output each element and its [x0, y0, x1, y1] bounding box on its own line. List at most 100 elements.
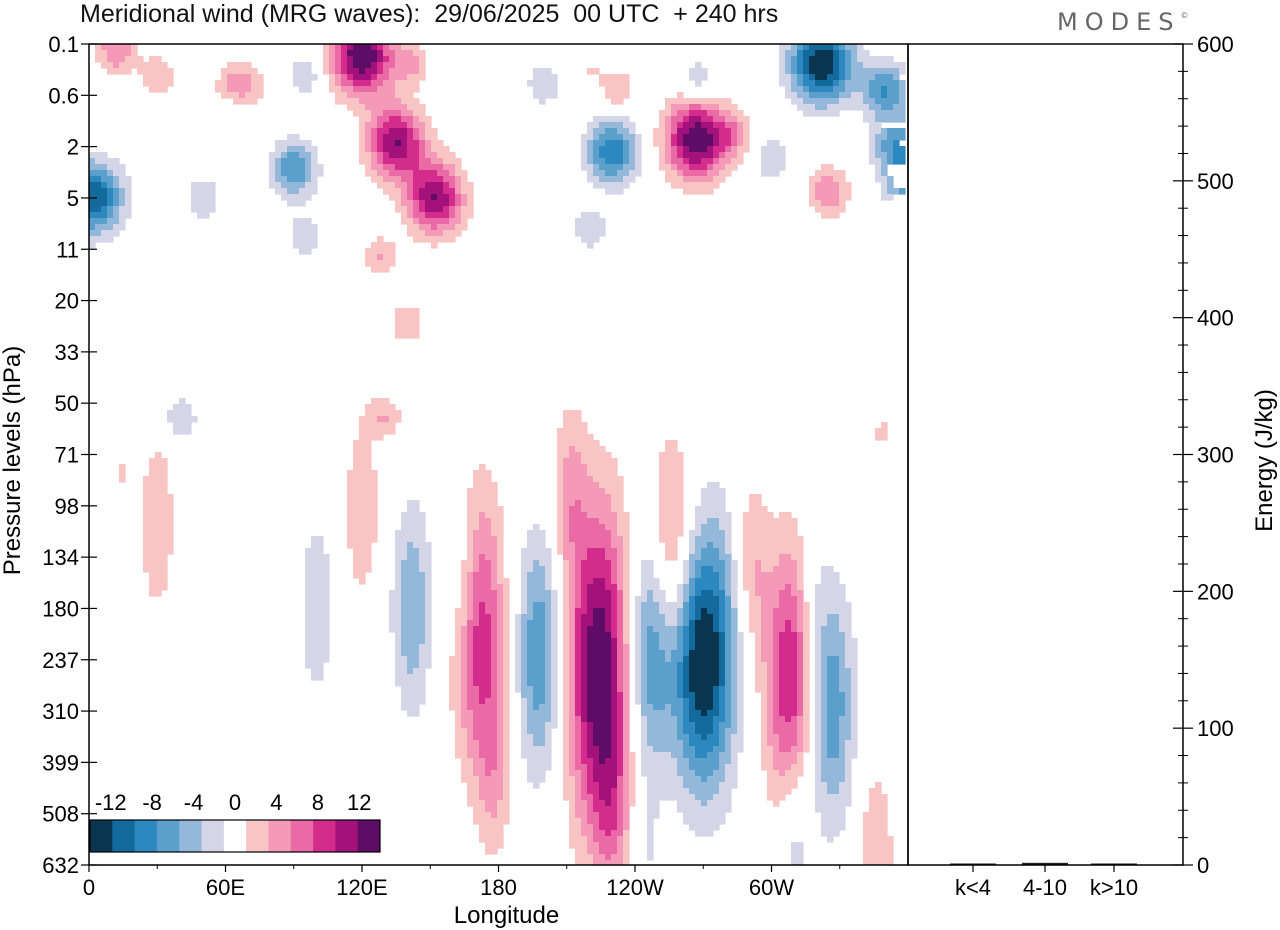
heatmap-cell — [761, 746, 774, 753]
heatmap-cell — [827, 668, 840, 675]
heatmap-cell — [413, 236, 456, 243]
heatmap-cell — [419, 128, 426, 135]
heatmap-cell — [617, 824, 624, 831]
heatmap-cell — [497, 692, 504, 699]
heatmap-cell — [623, 164, 636, 171]
heatmap-cell — [569, 578, 576, 585]
heatmap-cell — [809, 92, 840, 99]
heatmap-cell — [521, 602, 528, 609]
heatmap-cell — [623, 800, 630, 807]
heatmap-cell — [761, 734, 768, 741]
heatmap-cell — [107, 50, 132, 57]
heatmap-cell — [761, 608, 774, 615]
heatmap-cell — [749, 500, 762, 507]
heatmap-cell — [815, 650, 822, 657]
heatmap-cell — [593, 800, 606, 807]
heatmap-cell — [467, 650, 474, 657]
heatmap-cell — [419, 224, 432, 231]
heatmap-cell — [611, 674, 618, 681]
heatmap-cell — [467, 668, 474, 675]
heatmap-cell — [293, 74, 318, 81]
heatmap-cell — [683, 650, 690, 657]
heatmap-cell — [329, 86, 342, 93]
heatmap-cell — [575, 548, 588, 555]
heatmap-cell — [851, 728, 858, 735]
heatmap-cell — [641, 680, 648, 687]
heatmap-cell — [599, 146, 624, 153]
heatmap-cell — [503, 746, 510, 753]
heatmap-cell — [803, 638, 810, 645]
heatmap-cell — [569, 632, 576, 639]
heatmap-cell — [719, 140, 732, 147]
heatmap-cell — [443, 158, 462, 165]
heatmap-cell — [497, 710, 504, 717]
heatmap-cell — [809, 176, 822, 183]
heatmap-cell — [467, 194, 474, 201]
heatmap-cell — [683, 596, 690, 603]
heatmap-cell — [593, 728, 612, 735]
heatmap-cell — [761, 692, 768, 699]
heatmap-cell — [569, 770, 582, 777]
heatmap-cell — [545, 620, 552, 627]
heatmap-cell — [641, 566, 654, 573]
heatmap-cell — [533, 608, 546, 615]
heatmap-cell — [467, 518, 480, 525]
heatmap-cell — [605, 188, 624, 195]
heatmap-cell — [401, 614, 426, 621]
heatmap-cell — [683, 626, 690, 633]
heatmap-cell — [797, 674, 804, 681]
heatmap-cell — [791, 554, 804, 561]
heatmap-cell — [569, 806, 576, 813]
heatmap-cell — [641, 740, 648, 747]
heatmap-cell — [845, 68, 852, 75]
y-tick-label: 134 — [42, 545, 79, 570]
heatmap-cell — [695, 602, 720, 609]
heatmap-cell — [683, 146, 690, 153]
heatmap-cell — [575, 608, 588, 615]
heatmap-cell — [473, 650, 492, 657]
heatmap-cell — [869, 134, 876, 141]
heatmap-cell — [581, 710, 588, 717]
heatmap-cell — [569, 638, 576, 645]
heatmap-cell — [491, 638, 498, 645]
heatmap-cell — [761, 704, 768, 711]
heatmap-cell — [635, 608, 642, 615]
heatmap-cell — [89, 176, 102, 183]
heatmap-cell — [809, 68, 834, 75]
heatmap-cell — [467, 596, 474, 603]
heatmap-cell — [797, 614, 804, 621]
heatmap-cell — [719, 596, 726, 603]
heatmap-cell — [689, 572, 696, 579]
heatmap-cell — [713, 794, 732, 801]
heatmap-cell — [773, 668, 780, 675]
heatmap-cell — [683, 590, 690, 597]
heatmap-cell — [623, 584, 630, 591]
heatmap-cell — [89, 158, 96, 165]
heatmap-cell — [641, 626, 648, 633]
heatmap-cell — [713, 158, 720, 165]
heatmap-cell — [755, 650, 762, 657]
heatmap-cell — [461, 200, 468, 207]
heatmap-cell — [395, 536, 426, 543]
heatmap-cell — [803, 626, 810, 633]
heatmap-cell — [467, 590, 474, 597]
colorbar-swatch — [134, 820, 158, 852]
heatmap-cell — [581, 158, 588, 165]
heatmap-cell — [569, 824, 582, 831]
heatmap-cell — [107, 212, 114, 219]
heatmap-cell — [305, 644, 330, 651]
heatmap-cell — [737, 644, 744, 651]
heatmap-cell — [743, 542, 804, 549]
heatmap-cell — [527, 578, 546, 585]
heatmap-cell — [353, 56, 378, 63]
heatmap-cell — [479, 692, 492, 699]
heatmap-cell — [551, 656, 558, 663]
heatmap-cell — [731, 656, 738, 663]
heatmap-cell — [575, 560, 582, 567]
heatmap-cell — [761, 632, 774, 639]
heatmap-cell — [521, 680, 528, 687]
heatmap-cell — [659, 536, 678, 543]
heatmap-cell — [587, 752, 600, 759]
heatmap-cell — [575, 734, 582, 741]
